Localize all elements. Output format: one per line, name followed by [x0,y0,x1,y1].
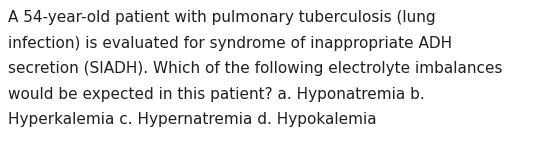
Text: Hyperkalemia c. Hypernatremia d. Hypokalemia: Hyperkalemia c. Hypernatremia d. Hypokal… [8,112,377,127]
Text: infection) is evaluated for syndrome of inappropriate ADH: infection) is evaluated for syndrome of … [8,36,453,51]
Text: secretion (SIADH). Which of the following electrolyte imbalances: secretion (SIADH). Which of the followin… [8,61,503,76]
Text: A 54-year-old patient with pulmonary tuberculosis (lung: A 54-year-old patient with pulmonary tub… [8,10,436,25]
Text: would be expected in this patient? a. Hyponatremia b.: would be expected in this patient? a. Hy… [8,87,425,102]
